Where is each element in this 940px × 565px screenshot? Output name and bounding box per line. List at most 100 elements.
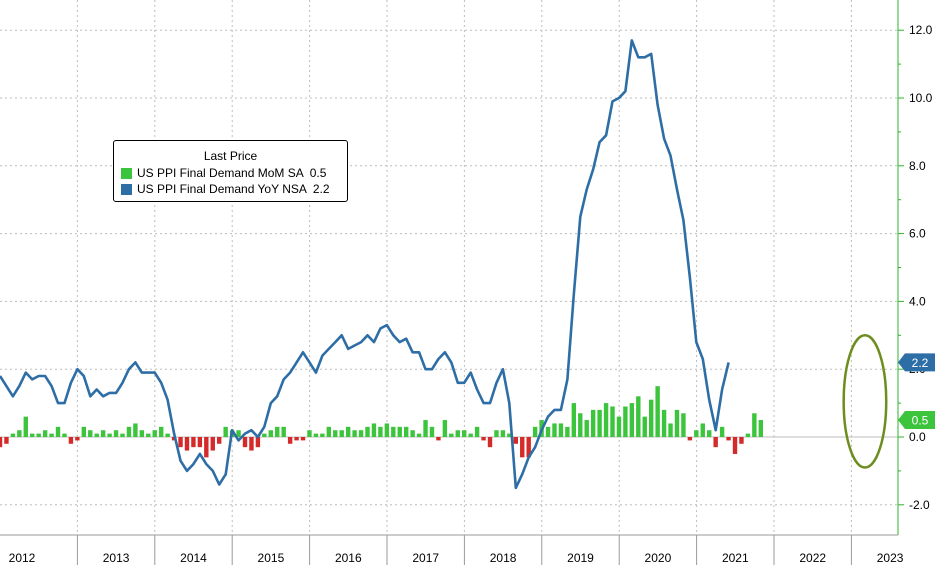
mom-bar: [371, 423, 377, 437]
mom-bar: [603, 403, 609, 437]
mom-bar: [642, 416, 647, 437]
x-tick-label: 2022: [799, 551, 826, 565]
mom-bar: [384, 423, 390, 437]
mom-bar: [307, 430, 312, 437]
mom-bar: [758, 420, 763, 437]
legend-value-mom: 0.5: [309, 166, 327, 180]
mom-bar: [320, 433, 325, 437]
mom-bar: [520, 437, 525, 458]
legend-entry-yoy: US PPI Final Demand YoY NSA 2.2: [121, 182, 330, 196]
mom-bar: [81, 426, 87, 437]
mom-bar: [184, 437, 190, 451]
mom-bar: [707, 430, 712, 437]
mom-bar: [455, 430, 460, 437]
mom-bar: [126, 426, 132, 437]
mom-bar: [468, 433, 473, 437]
mom-bar: [281, 426, 286, 437]
last-value-badges: 2.2 0.5: [898, 353, 935, 430]
mom-bar: [513, 437, 518, 444]
mom-bar: [339, 430, 344, 437]
y-tick-label: 0.0: [909, 430, 926, 444]
mom-bar: [681, 413, 686, 437]
mom-bar: [75, 437, 80, 441]
mom-bar: [287, 437, 293, 444]
x-tick-label: 2012: [9, 551, 36, 565]
mom-bar: [30, 433, 35, 437]
mom-bar: [526, 437, 531, 458]
mom-bar: [204, 437, 209, 458]
y-tick-label: 4.0: [909, 294, 926, 308]
x-tick-label: 2019: [567, 551, 594, 565]
mom-bar: [391, 426, 396, 437]
mom-bar: [410, 430, 415, 437]
x-tick-label: 2020: [645, 551, 672, 565]
mom-bar: [429, 426, 435, 437]
highlight-ellipse-shape: [842, 334, 888, 469]
legend-entry-mom: US PPI Final Demand MoM SA 0.5: [121, 166, 326, 180]
mom-bar: [294, 437, 299, 441]
mom-bar: [481, 437, 486, 441]
mom-bar: [487, 437, 493, 448]
mom-bar: [449, 433, 454, 437]
mom-bar: [397, 426, 402, 437]
mom-bar: [268, 430, 273, 437]
mom-bar: [752, 413, 757, 437]
mom-bar: [133, 423, 138, 437]
mom-bar: [275, 426, 280, 437]
last-value-badge-label: 0.5: [912, 414, 929, 428]
mom-bar: [745, 433, 751, 437]
mom-bar: [152, 430, 157, 437]
mom-bar: [674, 409, 680, 437]
last-value-badge-label: 2.2: [912, 356, 929, 370]
legend-swatch-yoy: [121, 183, 132, 195]
mom-bar: [217, 437, 222, 444]
mom-bar: [610, 406, 615, 437]
mom-bar: [223, 426, 228, 437]
mom-bar: [197, 437, 203, 448]
mom-bar: [578, 413, 583, 437]
mom-bar: [423, 420, 428, 437]
mom-bar: [507, 433, 512, 437]
mom-bar: [55, 426, 61, 437]
mom-bar: [262, 433, 267, 437]
highlight-ellipse: [842, 334, 888, 469]
mom-bar: [552, 423, 557, 437]
mom-bar: [365, 426, 370, 437]
mom-bar: [10, 433, 16, 437]
mom-bar: [94, 433, 99, 437]
mom-bar: [571, 403, 577, 437]
mom-bar: [236, 430, 241, 437]
mom-bar: [165, 433, 170, 437]
mom-bar: [36, 433, 41, 437]
legend-label-mom: US PPI Final Demand MoM SA: [137, 166, 304, 180]
mom-bar: [694, 430, 699, 437]
y-tick-label: 8.0: [909, 159, 926, 173]
x-tick-label: 2021: [722, 551, 749, 565]
mom-bar: [249, 437, 254, 451]
x-tick-label: 2017: [412, 551, 439, 565]
mom-bar: [100, 430, 106, 437]
x-tick-label: 2014: [180, 551, 207, 565]
yoy-line: [0, 39, 730, 490]
x-tick-label: 2023: [877, 551, 904, 565]
mom-bar: [655, 386, 660, 437]
mom-bar: [49, 433, 54, 437]
mom-bar: [629, 403, 635, 437]
mom-bar: [713, 437, 718, 448]
mom-bar: [462, 430, 467, 437]
mom-bar: [62, 433, 67, 437]
mom-bar: [158, 426, 164, 437]
legend-label-yoy: US PPI Final Demand YoY NSA: [137, 182, 307, 196]
last-value-badge: [898, 353, 935, 372]
mom-bar: [500, 430, 506, 437]
mom-bar: [191, 437, 196, 448]
mom-bar: [590, 409, 596, 437]
mom-bars: [0, 386, 763, 458]
mom-bar: [107, 433, 112, 437]
x-tick-label: 2013: [103, 551, 130, 565]
mom-bar: [210, 437, 215, 451]
mom-bar: [565, 426, 570, 437]
mom-bar: [648, 399, 654, 437]
